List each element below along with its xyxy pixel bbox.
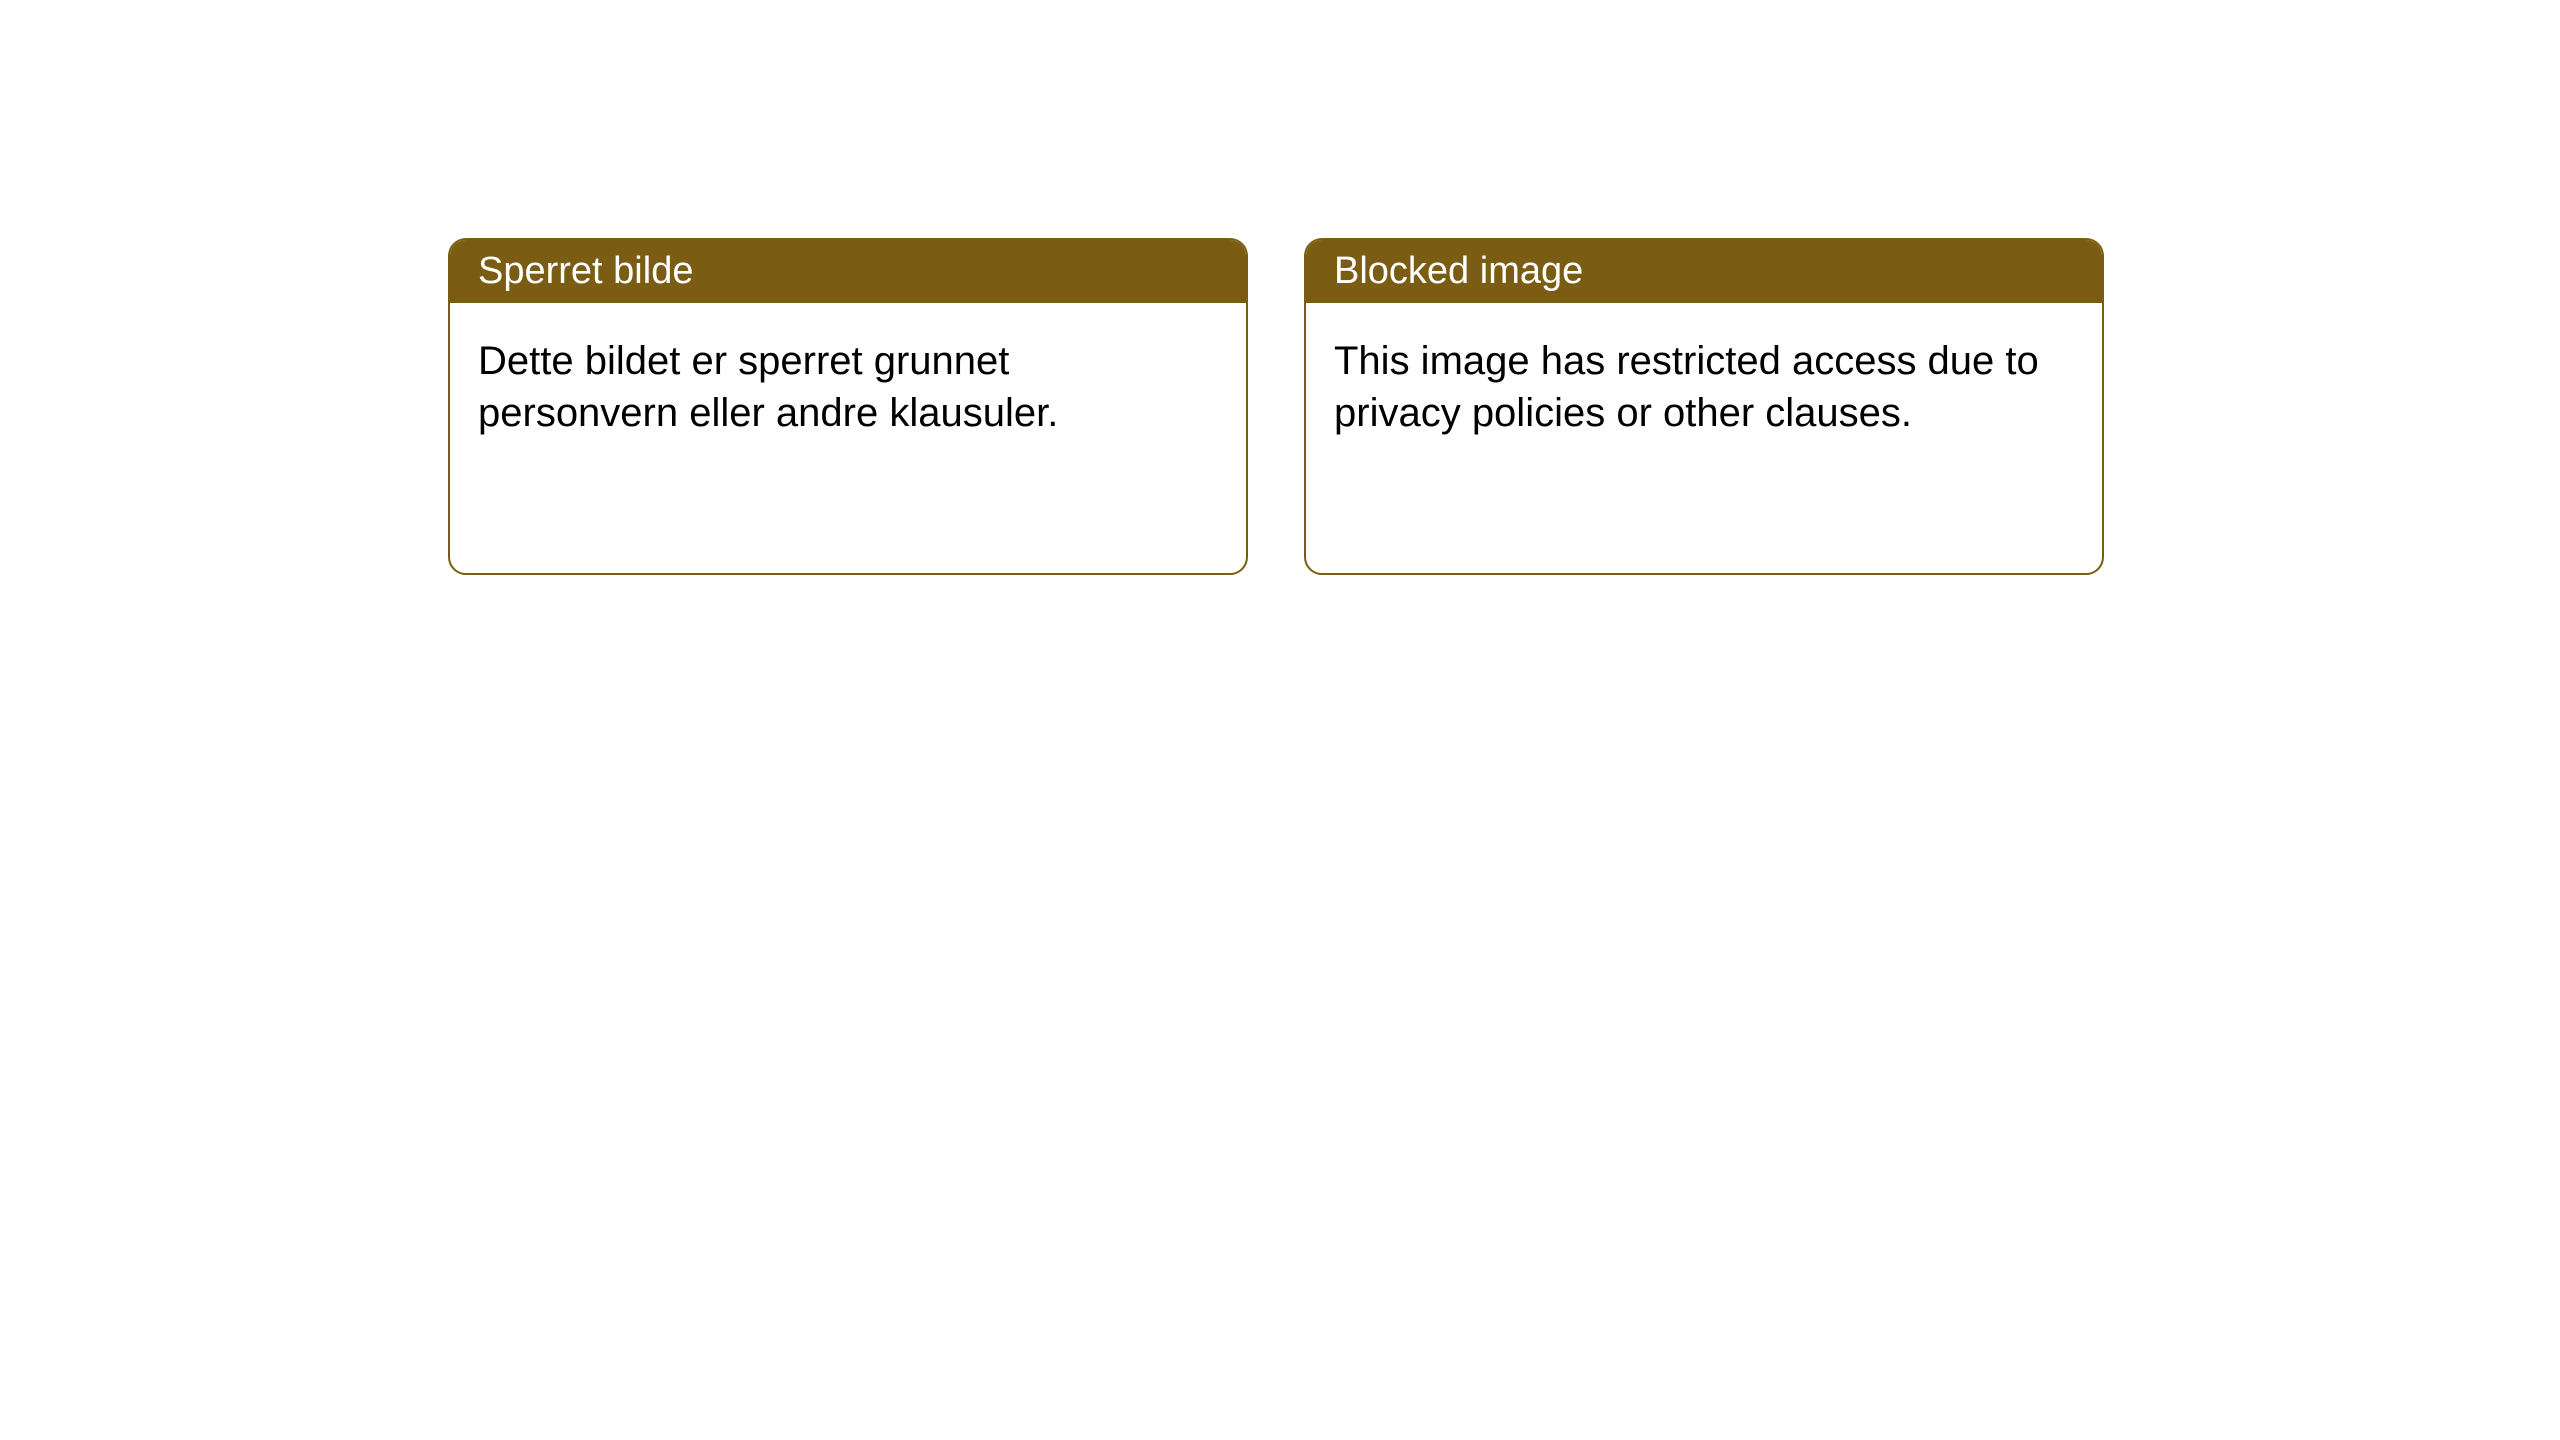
card-body: This image has restricted access due to …: [1306, 303, 2102, 573]
notice-container: Sperret bilde Dette bildet er sperret gr…: [0, 0, 2560, 575]
card-header: Sperret bilde: [450, 240, 1246, 303]
card-body: Dette bildet er sperret grunnet personve…: [450, 303, 1246, 573]
blocked-image-card-en: Blocked image This image has restricted …: [1304, 238, 2104, 575]
card-message: Dette bildet er sperret grunnet personve…: [478, 339, 1058, 435]
card-header: Blocked image: [1306, 240, 2102, 303]
card-message: This image has restricted access due to …: [1334, 339, 2039, 435]
blocked-image-card-no: Sperret bilde Dette bildet er sperret gr…: [448, 238, 1248, 575]
card-title: Blocked image: [1334, 250, 1583, 292]
card-title: Sperret bilde: [478, 250, 693, 292]
